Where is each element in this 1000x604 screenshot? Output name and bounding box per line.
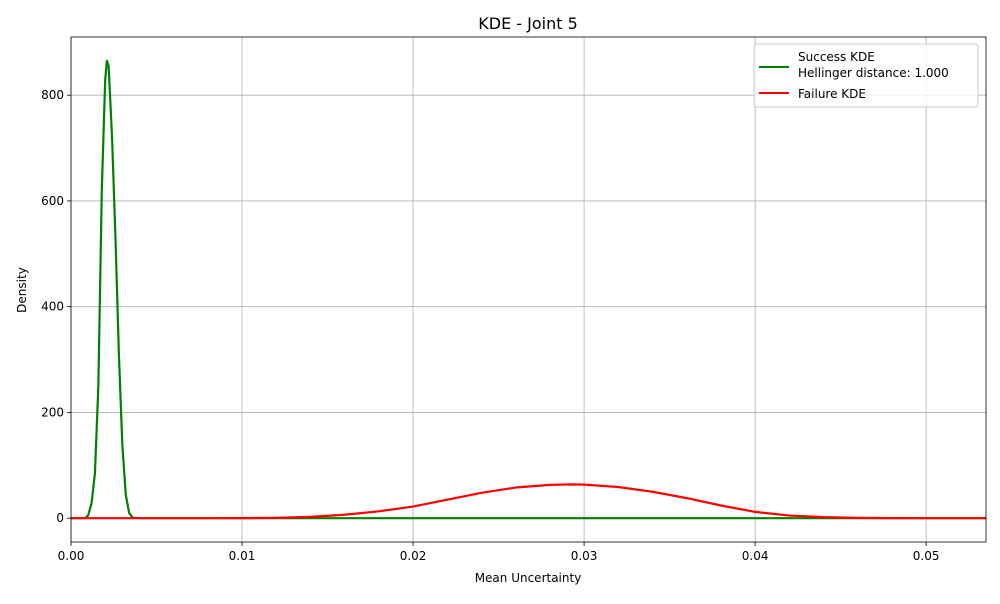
legend-label-success: Success KDE (798, 50, 875, 64)
x-tick-label: 0.05 (913, 549, 940, 563)
x-tick-label: 0.03 (571, 549, 598, 563)
chart-title: KDE - Joint 5 (478, 14, 578, 33)
success-kde-line (71, 59, 986, 520)
y-axis-ticks: 0 200 400 600 800 (41, 88, 71, 525)
y-tick-label: 600 (41, 194, 64, 208)
x-tick-label: 0.02 (400, 549, 427, 563)
x-tick-label: 0.04 (742, 549, 769, 563)
x-axis-ticks: 0.00 0.01 0.02 0.03 0.04 0.05 (58, 542, 940, 563)
y-tick-label: 0 (56, 511, 64, 525)
legend-label-failure: Failure KDE (798, 87, 866, 101)
legend-box (753, 43, 979, 108)
legend-label-hellinger: Hellinger distance: 1.000 (798, 66, 949, 80)
y-tick-label: 400 (41, 300, 64, 314)
x-axis-label: Mean Uncertainty (475, 571, 582, 585)
y-tick-label: 800 (41, 88, 64, 102)
x-tick-label: 0.01 (229, 549, 256, 563)
plot-frame (70, 36, 987, 543)
x-tick-label: 0.00 (58, 549, 85, 563)
series-lines (71, 59, 987, 520)
failure-kde-line (71, 483, 987, 520)
y-axis-label: Density (15, 267, 29, 313)
y-tick-label: 200 (41, 405, 64, 419)
legend: Success KDE Hellinger distance: 1.000 Fa… (753, 43, 979, 108)
